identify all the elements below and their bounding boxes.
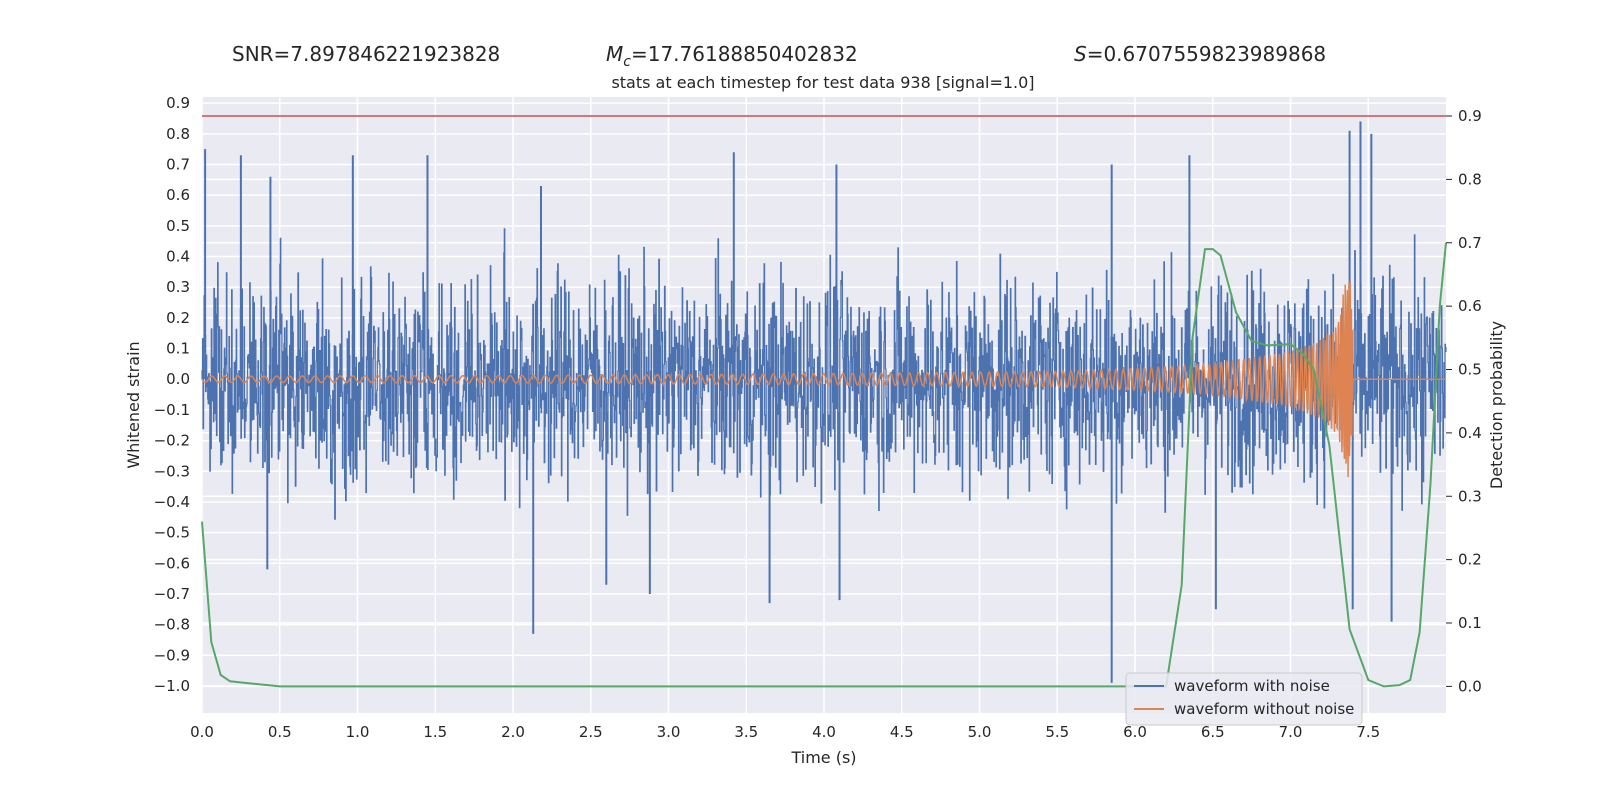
x-tick-label: 4.0 [812,723,836,741]
x-tick-label: 0.0 [190,723,214,741]
x-tick-label: 5.5 [1045,723,1069,741]
y2-axis-label: Detection probability [1487,321,1506,489]
y-tick-label: 0.3 [166,278,190,296]
x-tick-label: 6.5 [1201,723,1225,741]
y2-tick-label: 0.1 [1458,614,1482,632]
y-tick-label: −0.1 [154,401,190,419]
y-tick-label: 0.9 [166,94,190,112]
y2-tick-label: 0.2 [1458,551,1482,569]
x-tick-label: 3.5 [734,723,758,741]
y-tick-label: 0.4 [166,248,190,266]
x-tick-label: 6.0 [1123,723,1147,741]
y-tick-label: −0.8 [154,616,190,634]
x-tick-label: 2.0 [501,723,525,741]
y2-axis-ticks: 0.9 0.8 0.7 0.6 0.5 0.4 0.3 0.2 0.1 0.0 [1446,107,1482,695]
x-tick-label: 2.5 [579,723,603,741]
chart-title: stats at each timestep for test data 938… [611,73,1034,92]
x-tick-label: 0.5 [268,723,292,741]
spin-stat: S=0.6707559823989868 [1074,42,1326,66]
y2-tick-label: 0.5 [1458,361,1482,379]
clean-waveform-series [201,280,1446,478]
chirp-mass-subscript: c [623,54,631,70]
x-tick-label: 1.5 [423,723,447,741]
y-tick-label: −0.5 [154,524,190,542]
spin-symbol: S [1074,42,1087,66]
y-tick-label: −0.7 [154,585,190,603]
y-tick-label: 0.0 [166,370,190,388]
y2-tick-label: 0.0 [1458,677,1482,695]
x-tick-label: 3.0 [657,723,681,741]
x-axis-ticks: 0.0 0.5 1.0 1.5 2.0 2.5 3.0 3.5 4.0 4.5 5.0 5.5 6.0 6… [190,723,1380,741]
y-tick-label: 0.5 [166,217,190,235]
y-tick-label: −0.2 [154,432,190,450]
y-tick-label: 0.2 [166,309,190,327]
y-tick-label: −0.6 [154,554,190,572]
legend-box [1125,672,1363,726]
y-tick-label: 0.1 [166,340,190,358]
x-tick-label: 5.0 [968,723,992,741]
y2-tick-label: 0.6 [1458,297,1482,315]
y2-tick-label: 0.4 [1458,424,1482,442]
y-tick-label: 0.6 [166,186,190,204]
y-axis-label: Whitened strain [124,341,143,468]
noisy-waveform-line [201,228,1447,520]
x-tick-label: 7.0 [1279,723,1303,741]
legend-label-clean: waveform without noise [1174,700,1354,718]
y2-tick-label: 0.9 [1458,107,1482,125]
x-tick-label: 4.5 [890,723,914,741]
x-axis-label: Time (s) [790,748,856,767]
y-tick-label: −0.9 [154,646,190,664]
probability-series [201,242,1447,688]
chirp-mass-stat: Mc=17.76188850402832 [606,42,858,70]
y2-tick-label: 0.8 [1458,170,1482,188]
clean-waveform-line [201,280,1446,478]
y2-tick-label: 0.7 [1458,234,1482,252]
legend-label-noisy: waveform with noise [1174,677,1330,695]
x-tick-label: 7.5 [1356,723,1380,741]
y2-tick-label: 0.3 [1458,487,1482,505]
legend: waveform with noise waveform without noi… [1125,672,1363,726]
probability-line [201,242,1447,688]
y-tick-label: −0.3 [154,462,190,480]
spin-value: =0.6707559823989868 [1087,42,1326,66]
chirp-mass-value: =17.76188850402832 [631,42,858,66]
y-tick-label: −1.0 [154,677,190,695]
y-tick-label: 0.8 [166,125,190,143]
chirp-mass-symbol: M [606,42,623,66]
noisy-waveform-series [201,121,1447,683]
x-tick-label: 1.0 [346,723,370,741]
y-tick-label: −0.4 [154,493,190,511]
y-tick-label: 0.7 [166,155,190,173]
y-axis-ticks: 0.9 0.8 0.7 0.6 0.5 0.4 0.3 0.2 0.1 0.0 −0.1 −0.2 −0… [154,94,190,695]
snr-stat: SNR=7.897846221923828 [232,42,500,66]
